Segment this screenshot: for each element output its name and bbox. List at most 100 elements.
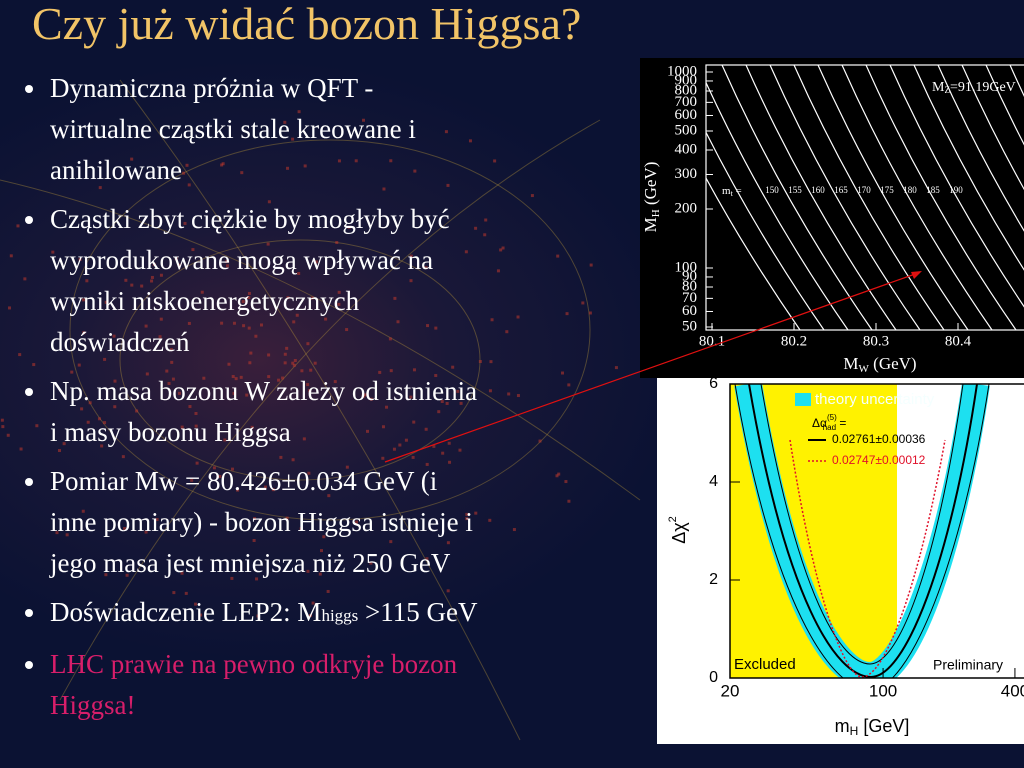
hit bbox=[538, 439, 542, 443]
hit bbox=[381, 425, 385, 429]
hit bbox=[499, 248, 503, 252]
hit bbox=[465, 517, 469, 521]
text-part: H bbox=[650, 209, 662, 217]
hit bbox=[318, 572, 322, 576]
hit bbox=[363, 393, 367, 397]
mt-value: 155 bbox=[788, 185, 802, 195]
hit bbox=[174, 257, 178, 261]
text-part: = bbox=[836, 416, 846, 430]
hit bbox=[279, 455, 283, 459]
hit bbox=[614, 366, 618, 370]
hit bbox=[302, 437, 306, 441]
hit bbox=[23, 277, 27, 281]
hit bbox=[567, 499, 571, 503]
contour-line bbox=[985, 65, 1024, 146]
text-part: H bbox=[850, 724, 859, 738]
x-tick-label: 80.3 bbox=[863, 333, 889, 349]
hit bbox=[236, 488, 240, 492]
hit bbox=[512, 528, 516, 532]
mt-value: 150 bbox=[765, 185, 779, 195]
hit bbox=[319, 549, 323, 553]
hit bbox=[434, 374, 438, 378]
bullet-text: >115 GeV bbox=[358, 597, 478, 627]
hit bbox=[426, 324, 430, 328]
y-tick-label: 700 bbox=[675, 94, 698, 110]
hit bbox=[378, 370, 382, 374]
hit bbox=[103, 357, 107, 361]
y-tick-label: 500 bbox=[675, 122, 698, 138]
hit bbox=[285, 346, 289, 350]
y-tick-label: 900 bbox=[675, 72, 698, 88]
hit bbox=[220, 163, 224, 167]
x-axis-label: MW (GeV) bbox=[843, 354, 916, 375]
hit bbox=[300, 369, 304, 373]
legend-swatch bbox=[795, 393, 811, 406]
hit bbox=[314, 260, 318, 264]
hit bbox=[437, 410, 441, 414]
hit bbox=[474, 226, 478, 230]
mz-label: MZ=91.19GeV bbox=[932, 80, 1016, 95]
hit bbox=[232, 321, 236, 325]
hit bbox=[555, 474, 559, 478]
hit bbox=[104, 300, 108, 304]
y-tick-label: 600 bbox=[675, 107, 698, 123]
hit bbox=[459, 401, 463, 405]
hit bbox=[333, 380, 337, 384]
x-tick-label: 80.1 bbox=[699, 333, 725, 349]
hit bbox=[9, 254, 13, 258]
figure-delta-chi2: 024620100400Δχ2mH [GeV]theory uncertaint… bbox=[657, 375, 1024, 744]
hit bbox=[252, 538, 256, 542]
hit bbox=[516, 315, 520, 319]
bullet-line: Doświadczenie LEP2: Mhiggs >115 GeV bbox=[50, 592, 628, 636]
hit bbox=[190, 478, 194, 482]
hit bbox=[327, 494, 331, 498]
mt-value: 190 bbox=[949, 185, 963, 195]
bullet-line: doświadczeń bbox=[50, 327, 190, 357]
bullet-line: Cząstki zbyt ciężkie by mogłyby być bbox=[50, 204, 450, 234]
hit bbox=[322, 535, 326, 539]
bullet-line: Pomiar Mw = 80.426±0.034 GeV (i bbox=[50, 466, 438, 496]
mt-value: 160 bbox=[811, 185, 825, 195]
hit bbox=[242, 324, 246, 328]
y-axis-label: Δχ2 bbox=[667, 516, 689, 544]
hit bbox=[223, 438, 227, 442]
contour-line bbox=[817, 65, 969, 330]
hit bbox=[100, 444, 104, 448]
hit bbox=[388, 337, 392, 341]
y-tick-label: 4 bbox=[709, 473, 718, 490]
hit bbox=[337, 159, 341, 163]
hit bbox=[324, 317, 328, 321]
hit bbox=[253, 517, 257, 521]
hit bbox=[145, 372, 149, 376]
y-tick-label: 1000 bbox=[667, 63, 697, 79]
x-axis-label: mH [GeV] bbox=[835, 716, 910, 738]
hit bbox=[239, 375, 243, 379]
hit bbox=[65, 533, 69, 537]
mt-value: 165 bbox=[834, 185, 848, 195]
hit bbox=[468, 139, 472, 143]
bullet-line: Higgsa! bbox=[50, 690, 136, 720]
text-part: (GeV) bbox=[869, 354, 917, 373]
bullet-item: Cząstki zbyt ciężkie by mogłyby być wypro… bbox=[48, 199, 628, 363]
contour-line bbox=[745, 65, 897, 330]
hit bbox=[362, 118, 366, 122]
hit bbox=[103, 421, 107, 425]
band-edge bbox=[760, 384, 964, 665]
hit bbox=[232, 391, 236, 395]
hit bbox=[516, 394, 520, 398]
hit bbox=[354, 159, 358, 163]
hit bbox=[267, 200, 271, 204]
hit bbox=[230, 467, 234, 471]
bullet-line: i masy bozonu Higgsa bbox=[50, 417, 291, 447]
hit bbox=[177, 263, 181, 267]
hit bbox=[32, 363, 36, 367]
y-tick-label: 2 bbox=[709, 571, 718, 588]
hit bbox=[297, 110, 301, 114]
hit bbox=[250, 425, 254, 429]
hit bbox=[505, 330, 509, 334]
hit bbox=[202, 376, 206, 380]
hit bbox=[458, 448, 462, 452]
hit bbox=[309, 368, 313, 372]
